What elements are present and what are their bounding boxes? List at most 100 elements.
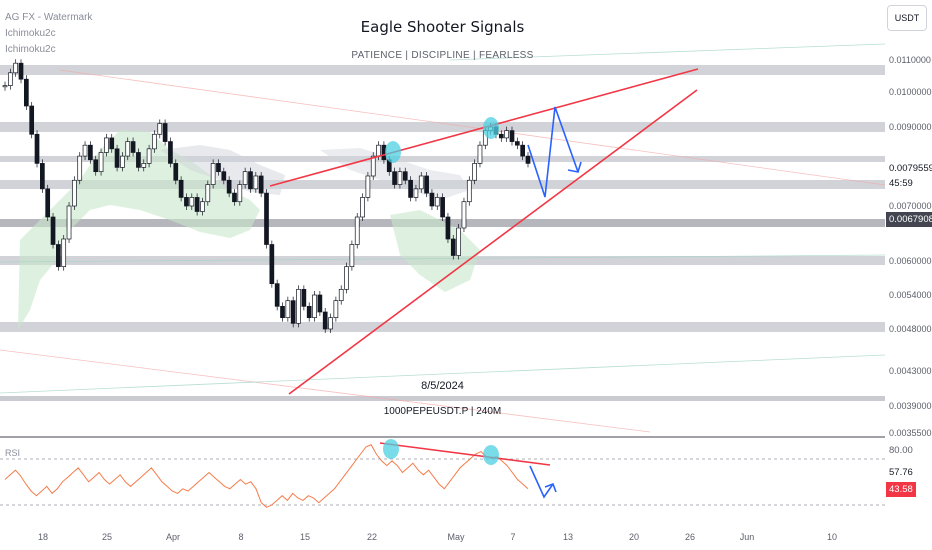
highlight-circle <box>383 439 399 459</box>
zone-band <box>0 180 885 189</box>
candle <box>120 155 125 168</box>
candle <box>168 141 173 164</box>
candle <box>306 305 312 319</box>
candle <box>7 72 13 86</box>
candle <box>221 171 227 181</box>
candle <box>397 171 403 185</box>
candle <box>136 152 141 168</box>
projection-arrow[interactable] <box>527 106 582 198</box>
candle <box>520 144 526 157</box>
x-tick-label: 15 <box>300 532 310 542</box>
candle <box>461 201 467 229</box>
candle <box>98 152 104 173</box>
candle <box>450 238 456 256</box>
cloud-green <box>18 130 260 330</box>
highlight-circle <box>483 445 499 465</box>
candle <box>114 148 120 168</box>
candle <box>434 197 440 207</box>
wedge-pattern[interactable] <box>269 68 699 395</box>
marked-level-tag: 0.0067908 <box>886 212 932 227</box>
candle <box>525 155 531 164</box>
x-tick-label: 10 <box>827 532 837 542</box>
candle <box>504 130 510 139</box>
candle <box>72 179 77 207</box>
y-tick-label: 0.0060000 <box>889 256 932 266</box>
candle <box>61 238 67 268</box>
candle <box>344 266 349 290</box>
candle <box>248 171 253 190</box>
x-tick-label: 25 <box>102 532 112 542</box>
candle <box>141 163 147 168</box>
candle <box>498 133 504 139</box>
candle <box>338 288 344 302</box>
candle <box>200 201 205 212</box>
x-tick-label: 22 <box>367 532 377 542</box>
candle <box>40 163 45 190</box>
candle <box>418 175 424 190</box>
x-tick-label: May <box>447 532 465 542</box>
candle <box>189 197 195 207</box>
candle <box>162 123 168 142</box>
candle <box>18 62 24 80</box>
candle <box>264 192 269 245</box>
zone-band <box>0 322 885 332</box>
candle <box>2 85 8 88</box>
faint-line <box>59 69 886 186</box>
last-price-tag: 0.0079559 <box>889 163 932 174</box>
price-series <box>2 59 531 333</box>
candle <box>370 155 376 177</box>
y-tick-label: 0.0110000 <box>889 55 931 65</box>
candle <box>216 163 221 173</box>
candle <box>210 163 216 185</box>
price-axis[interactable]: 0.01100000.01000000.00900000.00700000.00… <box>889 55 932 438</box>
zone-band <box>0 65 885 75</box>
candle <box>317 294 323 313</box>
rsi-value-tag: 43.58 <box>886 482 916 497</box>
projection-path <box>527 106 579 198</box>
zone-band <box>0 396 885 401</box>
chart-subtitle: PATIENCE | DISCIPLINE | FEARLESS <box>351 50 534 61</box>
candle <box>104 137 109 153</box>
candle <box>285 300 291 319</box>
time-axis[interactable]: 18 25 Apr 8 15 22 May 7 13 20 26 Jun 10 <box>38 532 837 542</box>
candle <box>237 184 243 203</box>
currency-button[interactable]: USDT <box>887 5 927 31</box>
candle <box>429 192 435 207</box>
candle <box>125 141 131 157</box>
candle <box>376 144 381 157</box>
highlight-circle <box>385 141 401 163</box>
indicator-label[interactable]: Ichimoku2c <box>5 44 56 55</box>
rsi-series <box>4 444 529 508</box>
background-lines <box>0 43 886 433</box>
candle <box>253 175 259 190</box>
faint-line <box>0 354 886 394</box>
y-tick-label: 0.0100000 <box>889 87 932 97</box>
faint-line <box>449 43 886 61</box>
candle <box>184 197 189 207</box>
arrow-head <box>567 161 582 173</box>
y-tick-label: 0.0048000 <box>889 324 932 334</box>
rsi-axis-upper: 80.00 <box>889 445 913 456</box>
candle <box>194 197 200 212</box>
zone-band <box>0 156 885 162</box>
candle <box>56 244 61 268</box>
x-tick-label: 8 <box>238 532 243 542</box>
candle <box>82 144 88 157</box>
rsi-pane <box>0 439 885 508</box>
indicator-label[interactable]: Ichimoku2c <box>5 28 56 39</box>
candle <box>88 144 93 161</box>
candle <box>466 179 472 203</box>
candle <box>365 175 371 198</box>
rsi-axis-mid: 57.76 <box>889 467 913 478</box>
candle <box>333 300 339 319</box>
candle <box>109 137 115 150</box>
rsi-divergence-line <box>379 442 551 466</box>
candle <box>226 179 232 194</box>
rsi-legend-label[interactable]: RSI <box>5 448 21 458</box>
candle <box>424 175 429 194</box>
candle <box>296 288 301 324</box>
candle <box>29 105 35 135</box>
y-tick-label: 0.0070000 <box>889 201 932 211</box>
indicator-label[interactable]: AG FX - Watermark <box>5 12 93 23</box>
